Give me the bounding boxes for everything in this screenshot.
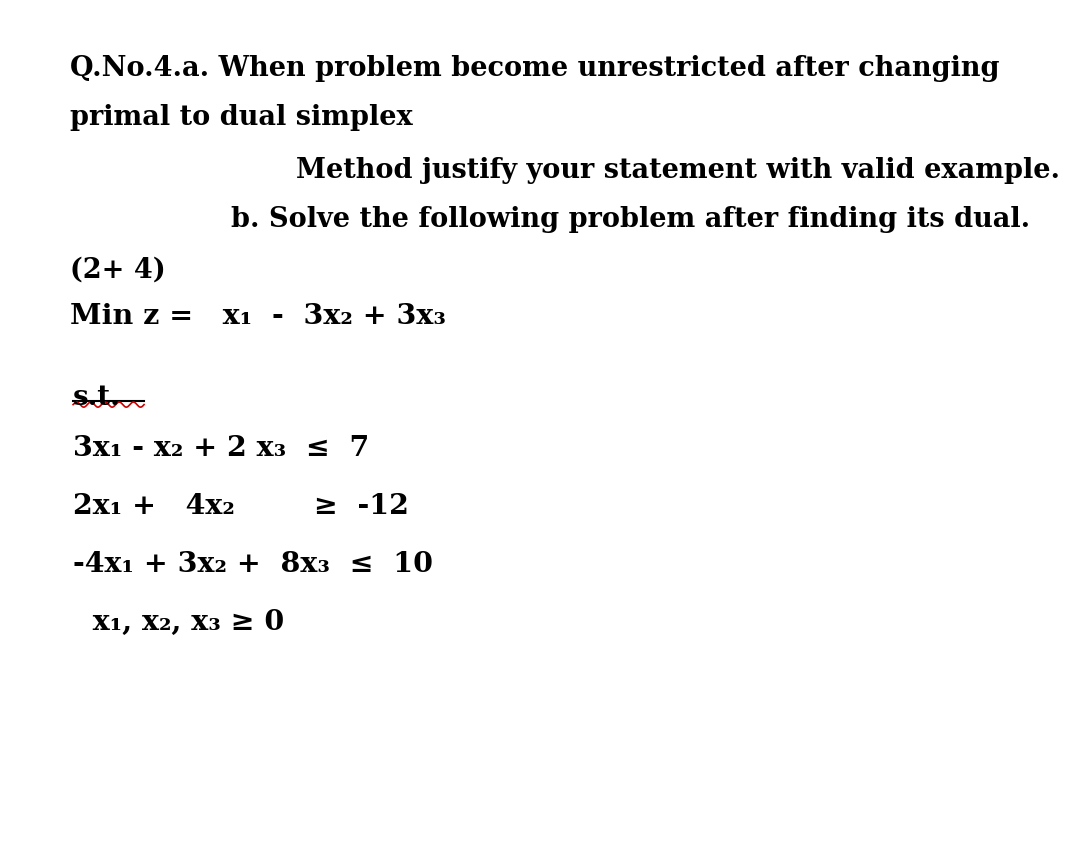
Text: s.t.: s.t. (73, 384, 120, 411)
Text: Q.No.4.a. When problem become unrestricted after changing: Q.No.4.a. When problem become unrestrict… (70, 55, 1000, 82)
Text: (2+ 4): (2+ 4) (70, 257, 166, 284)
Text: Method justify your statement with valid example.: Method justify your statement with valid… (296, 157, 1060, 184)
Text: x₁, x₂, x₃ ≥ 0: x₁, x₂, x₃ ≥ 0 (73, 609, 285, 636)
Text: -4x₁ + 3x₂ +  8x₃  ≤  10: -4x₁ + 3x₂ + 8x₃ ≤ 10 (73, 551, 433, 578)
Text: 3x₁ - x₂ + 2 x₃  ≤  7: 3x₁ - x₂ + 2 x₃ ≤ 7 (73, 435, 370, 462)
Text: Min z =   x₁  -  3x₂ + 3x₃: Min z = x₁ - 3x₂ + 3x₃ (70, 303, 446, 331)
Text: primal to dual simplex: primal to dual simplex (70, 104, 413, 131)
Text: 2x₁ +   4x₂        ≥  -12: 2x₁ + 4x₂ ≥ -12 (73, 493, 408, 520)
Text: b. Solve the following problem after finding its dual.: b. Solve the following problem after fin… (231, 206, 1030, 233)
